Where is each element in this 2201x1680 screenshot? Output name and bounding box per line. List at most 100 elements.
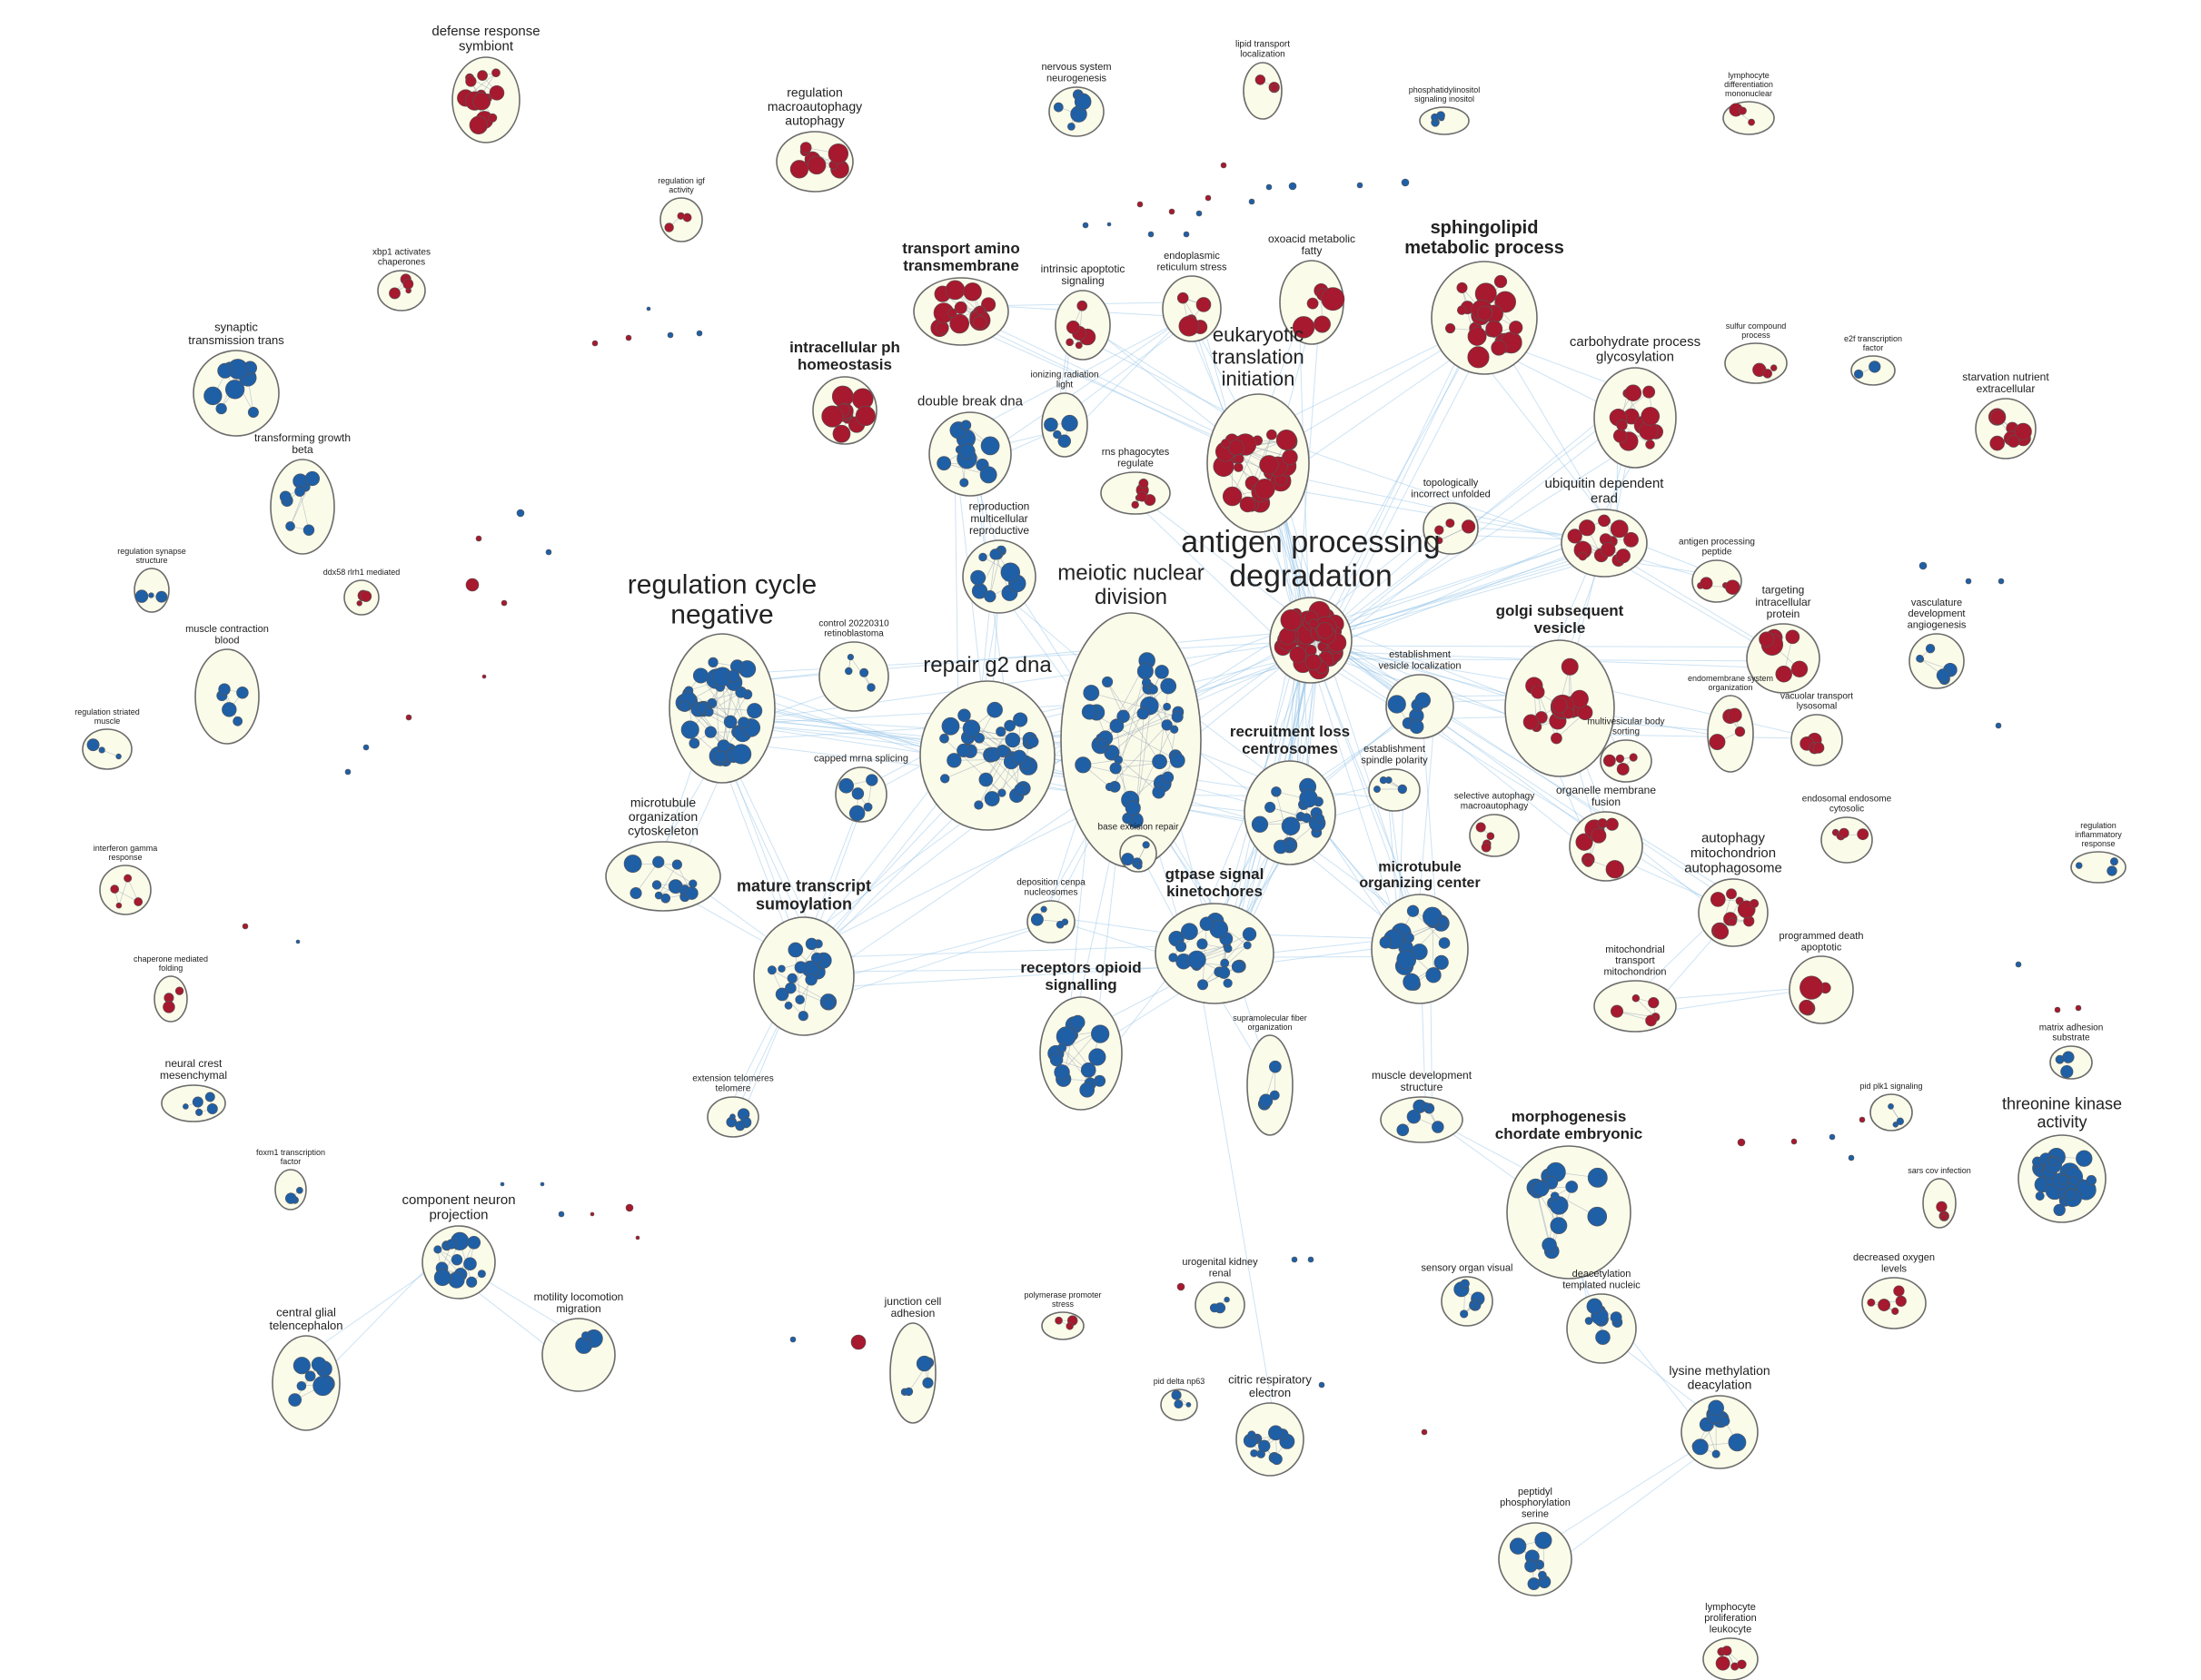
gene-set-node[interactable] [465, 75, 477, 87]
unclustered-node[interactable] [1248, 198, 1255, 205]
gene-set-node[interactable] [1565, 1181, 1579, 1193]
gene-set-node[interactable] [1306, 297, 1319, 310]
gene-set-node[interactable] [1152, 786, 1165, 799]
gene-set-node[interactable] [1522, 714, 1539, 730]
gene-set-node[interactable] [1579, 519, 1596, 537]
unclustered-node[interactable] [540, 1181, 545, 1187]
gene-set-node[interactable] [1642, 385, 1656, 399]
gene-set-node[interactable] [215, 402, 227, 415]
unclustered-node[interactable] [1195, 210, 1203, 217]
cluster-c78[interactable] [1041, 1311, 1085, 1340]
gene-set-node[interactable] [1231, 960, 1244, 973]
gene-set-node[interactable] [1728, 917, 1737, 926]
gene-set-node[interactable] [1467, 346, 1490, 369]
gene-set-node[interactable] [1467, 326, 1487, 346]
gene-set-node[interactable] [1612, 429, 1628, 443]
gene-set-node[interactable] [1067, 123, 1076, 131]
gene-set-node[interactable] [1641, 407, 1661, 426]
gene-set-node[interactable] [294, 486, 305, 497]
gene-set-node[interactable] [1591, 827, 1607, 844]
gene-set-node[interactable] [1161, 719, 1173, 731]
gene-set-node[interactable] [960, 420, 972, 431]
gene-set-node[interactable] [1379, 776, 1388, 785]
gene-set-node[interactable] [980, 436, 1000, 456]
gene-set-node[interactable] [1748, 118, 1755, 126]
unclustered-node[interactable] [545, 548, 552, 556]
gene-set-node[interactable] [689, 879, 698, 888]
gene-set-node[interactable] [472, 92, 491, 111]
gene-set-node[interactable] [1878, 1299, 1891, 1311]
cluster-c33[interactable] [818, 641, 889, 712]
gene-set-node[interactable] [155, 590, 168, 603]
gene-set-node[interactable] [1142, 841, 1150, 849]
gene-set-node[interactable] [463, 1257, 477, 1271]
gene-set-node[interactable] [989, 548, 1001, 560]
gene-set-node[interactable] [1432, 1121, 1444, 1133]
gene-set-node[interactable] [1925, 644, 1936, 654]
gene-set-node[interactable] [217, 362, 233, 379]
unclustered-node[interactable] [1288, 182, 1297, 191]
gene-set-node[interactable] [1138, 479, 1149, 489]
gene-set-node[interactable] [1493, 274, 1508, 289]
unclustered-node[interactable] [625, 1203, 634, 1212]
gene-set-node[interactable] [1171, 710, 1184, 723]
gene-set-node[interactable] [1178, 315, 1200, 337]
gene-set-node[interactable] [1486, 832, 1495, 840]
gene-set-node[interactable] [1081, 704, 1098, 720]
gene-set-node[interactable] [1750, 898, 1760, 908]
gene-set-node[interactable] [1403, 973, 1421, 991]
gene-set-node[interactable] [1433, 954, 1449, 970]
gene-set-node[interactable] [1460, 1279, 1470, 1289]
gene-set-node[interactable] [685, 886, 699, 900]
unclustered-node[interactable] [1291, 1256, 1298, 1263]
unclustered-node[interactable] [1307, 1256, 1314, 1263]
gene-set-node[interactable] [795, 994, 805, 1005]
unclustered-node[interactable] [1737, 1138, 1746, 1147]
gene-set-node[interactable] [1185, 1401, 1192, 1408]
gene-set-node[interactable] [1289, 646, 1307, 664]
gene-set-node[interactable] [996, 726, 1006, 737]
gene-set-node[interactable] [941, 716, 960, 736]
gene-set-node[interactable] [1532, 1181, 1550, 1197]
gene-set-node[interactable] [2075, 862, 2083, 869]
unclustered-node[interactable] [1205, 194, 1212, 202]
unclustered-node[interactable] [1318, 1381, 1325, 1388]
gene-set-node[interactable] [204, 1092, 215, 1102]
gene-set-node[interactable] [98, 746, 105, 754]
gene-set-node[interactable] [1076, 300, 1088, 311]
gene-set-node[interactable] [2014, 422, 2032, 440]
unclustered-node[interactable] [1859, 1116, 1866, 1123]
gene-set-node[interactable] [851, 388, 874, 410]
unclustered-node[interactable] [635, 1235, 640, 1240]
gene-set-node[interactable] [1409, 719, 1424, 735]
gene-set-node[interactable] [1713, 924, 1730, 940]
gene-set-node[interactable] [1475, 822, 1486, 833]
gene-set-node[interactable] [798, 1011, 808, 1022]
gene-set-node[interactable] [845, 667, 853, 676]
gene-set-node[interactable] [2058, 1174, 2069, 1185]
gene-set-node[interactable] [285, 521, 295, 531]
gene-set-node[interactable] [1258, 1439, 1271, 1453]
gene-set-node[interactable] [1096, 738, 1107, 748]
gene-set-node[interactable] [1891, 1307, 1899, 1315]
gene-set-node[interactable] [1314, 315, 1331, 333]
gene-set-node[interactable] [1163, 702, 1172, 711]
gene-set-node[interactable] [1444, 322, 1456, 334]
gene-set-node[interactable] [1282, 449, 1298, 466]
gene-set-node[interactable] [1605, 860, 1624, 879]
gene-set-node[interactable] [1301, 813, 1312, 824]
gene-set-node[interactable] [996, 745, 1009, 757]
gene-set-node[interactable] [1610, 1311, 1622, 1324]
gene-set-node[interactable] [304, 1370, 316, 1382]
gene-set-node[interactable] [489, 84, 505, 101]
gene-set-node[interactable] [954, 301, 967, 314]
unclustered-node[interactable] [625, 334, 632, 341]
gene-set-node[interactable] [192, 1096, 203, 1108]
cluster-c55[interactable] [1026, 900, 1076, 944]
unclustered-node[interactable] [2075, 1004, 2082, 1012]
gene-set-node[interactable] [2060, 1064, 2074, 1079]
gene-set-node[interactable] [978, 772, 994, 787]
gene-set-node[interactable] [311, 1357, 327, 1372]
gene-set-node[interactable] [1234, 462, 1244, 472]
gene-set-node[interactable] [735, 686, 748, 698]
